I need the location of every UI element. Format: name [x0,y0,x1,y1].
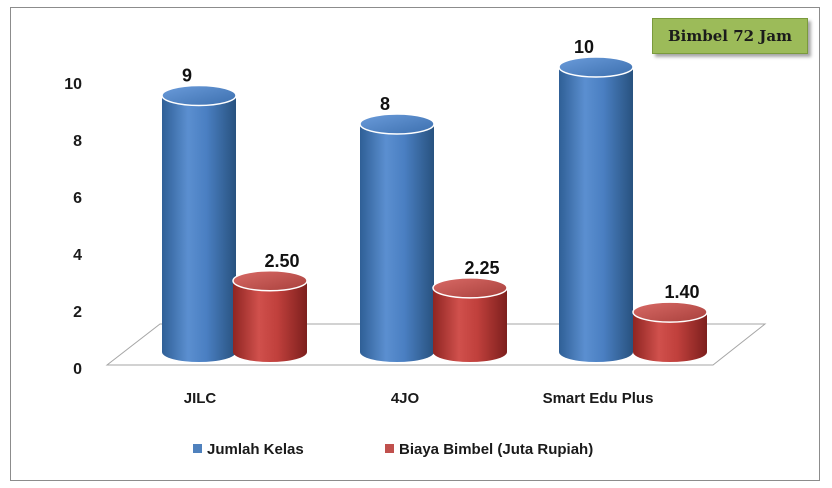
legend-swatch-blue [193,444,202,453]
bar-body [360,124,434,362]
bar-biaya-bimbel [632,301,708,362]
x-tick-label: JILC [184,390,217,407]
x-tick-label: Smart Edu Plus [543,390,654,407]
bar-jumlah-kelas [558,56,634,362]
bar-top [432,277,508,299]
data-label: 2.50 [264,251,299,271]
bar-biaya-bimbel [432,277,508,362]
bar-top [359,113,435,135]
bar-top [161,84,237,107]
legend-swatch-red [385,444,394,453]
bar-body [233,280,307,362]
bar-top [558,56,634,78]
data-label: 1.40 [664,282,699,302]
bar-jumlah-kelas [161,84,237,362]
bar-body [559,67,633,362]
chart-title-badge: Bimbel 72 Jam [652,18,808,54]
y-tick-label: 6 [73,190,82,207]
data-label: 2.25 [464,258,499,278]
data-label: 9 [182,66,192,86]
y-tick-label: 4 [73,247,82,264]
y-tick-label: 0 [73,361,82,378]
bar-biaya-bimbel [232,270,308,362]
bar-jumlah-kelas [359,113,435,362]
y-tick-label: 8 [73,133,82,150]
bar-top [232,270,308,292]
bar-body [433,287,507,362]
bar-top [632,301,708,323]
x-tick-label: 4JO [391,390,420,407]
data-label: 8 [380,94,390,114]
y-tick-label: 10 [64,76,82,93]
bar-body [633,312,707,362]
legend-label: Biaya Bimbel (Juta Rupiah) [399,441,593,458]
bar-body [162,95,236,362]
y-tick-label: 2 [73,304,82,321]
chart-title: Bimbel 72 Jam [668,27,792,45]
data-label: 10 [574,37,594,57]
legend-label: Jumlah Kelas [207,441,304,458]
